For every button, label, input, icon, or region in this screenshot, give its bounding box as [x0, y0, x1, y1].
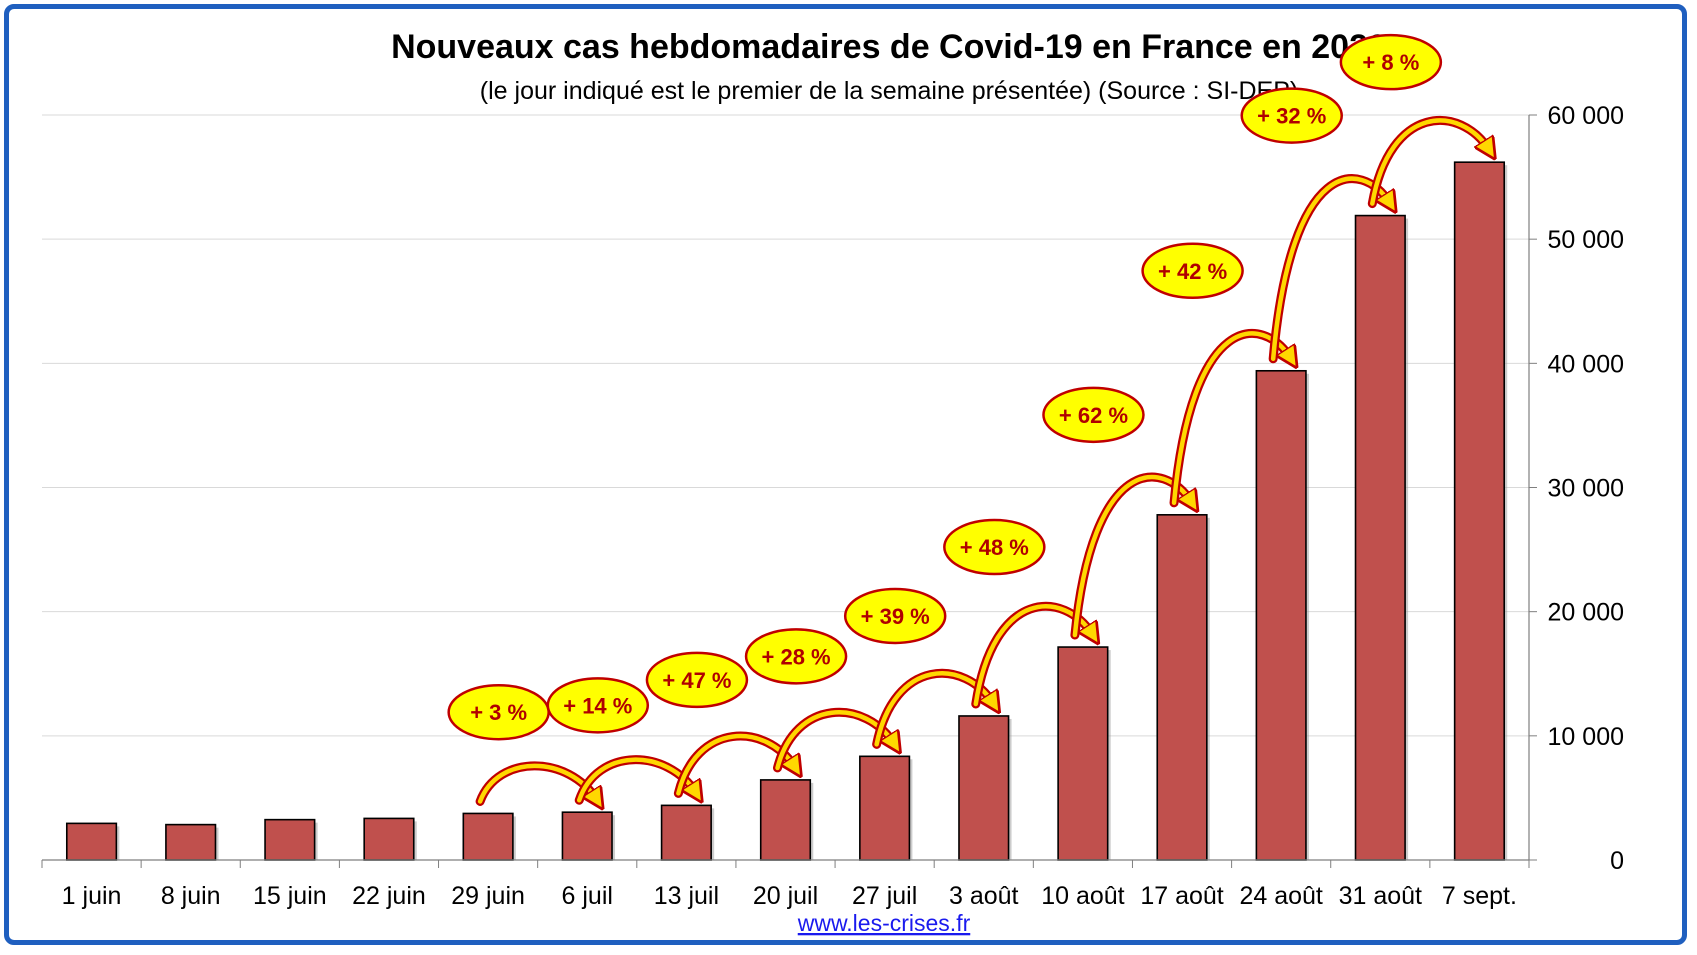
axes: 0 10 000 20 000 30 000 40 000 50 000 60 000 1 j… [41, 102, 1624, 910]
growth-label: + 48 % [960, 535, 1029, 560]
y-tick-label: 20 000 [1548, 599, 1624, 627]
y-tick-label: 10 000 [1548, 723, 1624, 751]
x-tick-label: 13 juil [654, 882, 719, 910]
growth-bubble [546, 677, 650, 734]
bar [1057, 646, 1109, 861]
bar [363, 817, 415, 861]
growth-bubble [645, 651, 749, 709]
growth-label: + 28 % [762, 644, 831, 669]
bar [264, 818, 316, 861]
growth-label: + 32 % [1257, 104, 1326, 129]
growth-bubble [943, 518, 1046, 576]
growth-label: + 14 % [563, 693, 632, 718]
growth-label: + 39 % [861, 604, 930, 629]
x-tick-label: 17 août [1140, 882, 1223, 910]
x-tick-label: 3 août [949, 882, 1019, 910]
source-link[interactable]: www.les-crises.fr [797, 910, 971, 936]
x-tick-label: 31 août [1339, 882, 1422, 910]
x-tick-label: 1 juin [62, 882, 122, 910]
chart-subtitle: (le jour indiqué est le premier de la se… [480, 77, 1298, 105]
growth-bubble [1339, 33, 1443, 91]
growth-bubble [843, 587, 947, 645]
bar [462, 812, 514, 861]
growth-label: + 42 % [1158, 259, 1227, 284]
x-tick-label: 6 juil [562, 882, 613, 910]
bars [65, 161, 1508, 861]
chart-frame: Nouveaux cas hebdomadaires de Covid-19 e… [4, 4, 1687, 945]
growth-label: + 8 % [1362, 50, 1419, 75]
growth-label: + 3 % [470, 700, 527, 725]
chart-svg: Nouveaux cas hebdomadaires de Covid-19 e… [41, 28, 1624, 936]
x-tick-label: 7 sept. [1442, 882, 1517, 910]
growth-label: + 47 % [662, 668, 731, 693]
bar [1255, 369, 1307, 861]
y-tick-label: 0 [1610, 847, 1624, 875]
bar [65, 822, 118, 861]
bar [561, 811, 613, 861]
bar [1156, 514, 1208, 861]
y-tick-label: 50 000 [1548, 226, 1624, 254]
x-tick-label: 20 juil [753, 882, 818, 910]
y-tick-label: 30 000 [1548, 475, 1624, 503]
growth-annotations: + 3 % + 14 % + 47 % + 28 % + 39 % + 48 % + 62 … [447, 33, 1490, 801]
growth-bubble [1141, 242, 1244, 300]
bar [165, 823, 217, 861]
growth-bubble [1240, 87, 1343, 144]
x-tick-label: 8 juin [161, 882, 221, 910]
y-tick-label: 60 000 [1548, 102, 1624, 130]
x-tick-label: 27 juil [852, 882, 917, 910]
growth-label: + 62 % [1059, 403, 1128, 428]
growth-bubble [1042, 386, 1145, 444]
x-tick-label: 29 juin [451, 882, 525, 910]
bar [660, 804, 712, 861]
bar [1354, 214, 1406, 861]
bar [958, 715, 1010, 861]
x-tick-label: 10 août [1041, 882, 1124, 910]
bar [859, 755, 911, 861]
x-tick-label: 15 juin [253, 882, 327, 910]
y-tick-label: 40 000 [1548, 350, 1624, 378]
bar [759, 779, 812, 861]
bar [1453, 161, 1506, 861]
growth-bubble [744, 628, 848, 685]
x-tick-label: 24 août [1239, 882, 1322, 910]
x-tick-label: 22 juin [352, 882, 426, 910]
growth-arrow [1370, 118, 1489, 206]
chart-title: Nouveaux cas hebdomadaires de Covid-19 e… [391, 28, 1387, 66]
